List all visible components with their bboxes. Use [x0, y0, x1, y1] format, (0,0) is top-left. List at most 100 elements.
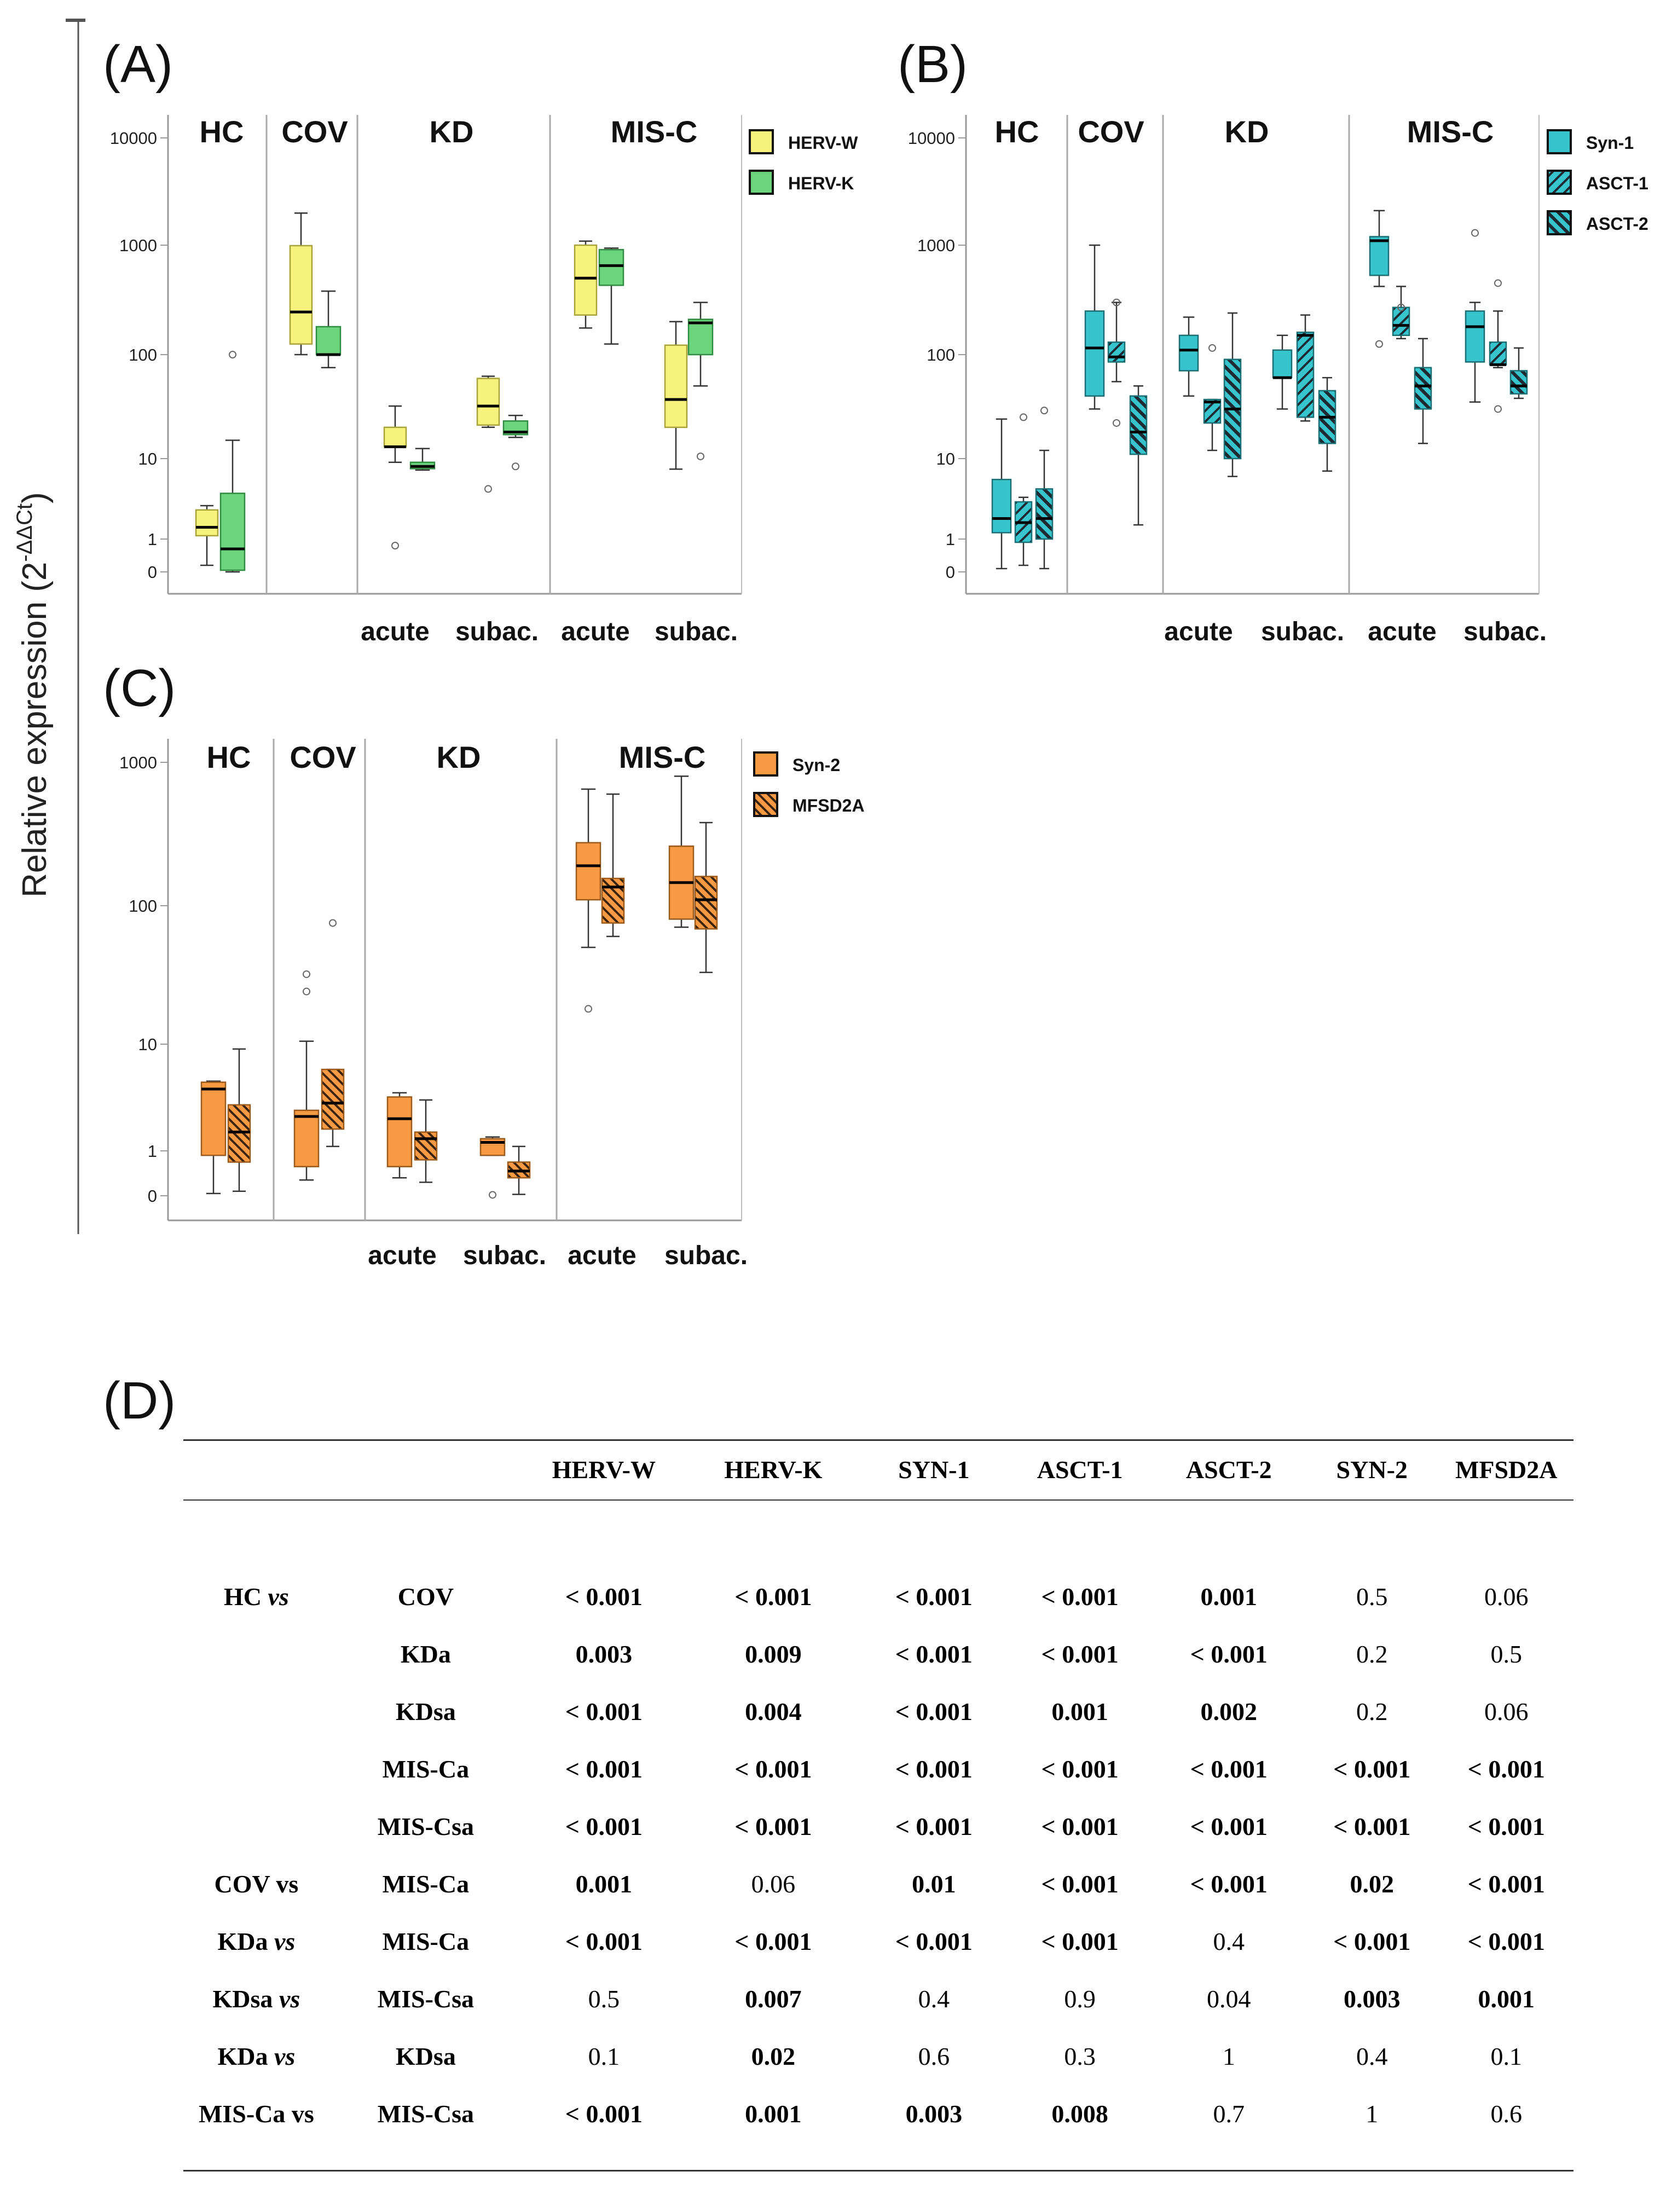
row-compare-label: KDsa	[395, 1698, 456, 1725]
box-asct-1	[1107, 298, 1126, 427]
row-group-cell: MIS-Ca vs	[183, 2085, 329, 2142]
box-rect	[293, 1109, 320, 1167]
outlier-point	[1375, 340, 1383, 348]
p-value-cell: 0.06	[1484, 1698, 1529, 1725]
group-label: HC	[207, 740, 251, 774]
y-tick-label: 0	[148, 563, 157, 582]
outlier-point	[1494, 279, 1502, 287]
y-tick-label: 100	[927, 345, 955, 364]
subgroup-label: subac.	[463, 1241, 546, 1270]
y-tick-label: 0	[946, 563, 955, 582]
p-value-cell: < 0.001	[1041, 1813, 1119, 1840]
row-group-cell	[183, 1740, 329, 1798]
stats-table: HERV-W HERV-K SYN-1 ASCT-1 ASCT-2 SYN-2 MFSD2A…	[183, 1439, 1573, 2142]
box-rect	[598, 248, 624, 286]
box-rect	[575, 842, 601, 901]
box-syn-2	[200, 1080, 227, 1195]
legend-swatch	[1547, 210, 1572, 235]
table-row: MIS-Csa < 0.001 < 0.001 < 0.001 < 0.001 < 0.0…	[183, 1798, 1573, 1855]
box-rect	[476, 378, 500, 426]
p-value-cell: 0.2	[1356, 1640, 1388, 1668]
box-mfsd2a	[227, 1048, 251, 1192]
outlier-point	[512, 462, 519, 471]
box-syn-2	[386, 1092, 413, 1179]
outlier-point	[585, 1005, 592, 1013]
y-tick-label: 1000	[917, 236, 955, 255]
box-mfsd2a	[321, 919, 345, 1148]
box-rect	[414, 1131, 438, 1161]
row-group-cell	[183, 1625, 329, 1683]
box-rect	[1084, 310, 1105, 397]
p-value-cell: 0.5	[1356, 1583, 1388, 1611]
box-asct-1	[1203, 344, 1222, 451]
box-asct-2	[1414, 338, 1432, 444]
subgroup-label: subac.	[1463, 617, 1547, 646]
p-value-cell: < 0.001	[1333, 1755, 1411, 1783]
row-group-cell: KDa vs	[183, 1913, 329, 1970]
p-value-cell: < 0.001	[565, 1698, 643, 1725]
subgroup-label: subac.	[664, 1241, 748, 1270]
row-group-vs: vs	[268, 2042, 296, 2070]
outlier-point	[1113, 419, 1120, 427]
box-syn-2	[479, 1136, 506, 1199]
box-rect	[1107, 341, 1126, 363]
p-value-cell: < 0.001	[895, 1698, 973, 1725]
y-tick-label: 10000	[908, 129, 955, 148]
box-asct-2	[1509, 347, 1528, 399]
box-rect	[574, 244, 598, 316]
row-group-label: MIS-Ca vs	[198, 2100, 314, 2128]
outlier-point	[303, 970, 310, 978]
box-rect	[195, 509, 219, 537]
p-value-cell: 0.004	[745, 1698, 802, 1725]
y-tick-label: 10000	[110, 129, 157, 148]
outlier-point	[697, 452, 704, 460]
panel-label: (D)	[103, 1371, 176, 1430]
group-label: MIS-C	[619, 740, 706, 774]
y-axis-label: Relative expression (2-ΔΔCt)	[13, 492, 54, 897]
p-value-cell: 0.001	[1478, 1985, 1535, 2013]
box-herv-k	[687, 302, 714, 460]
subgroup-label: acute	[561, 617, 629, 646]
box-herv-w	[383, 405, 407, 549]
p-value-cell: 0.02	[751, 2042, 796, 2070]
row-group-cell	[183, 1683, 329, 1740]
p-value-cell: < 0.001	[565, 1755, 643, 1783]
table-top-rule	[183, 1439, 1573, 1441]
header-blank-2	[329, 1439, 522, 1499]
column-header: HERV-W	[552, 1455, 656, 1484]
p-value-cell: 0.001	[575, 1870, 633, 1898]
box-rect	[227, 1104, 251, 1163]
p-value-cell: 0.06	[1484, 1583, 1529, 1611]
p-value-cell: 0.009	[745, 1640, 802, 1668]
p-value-cell: 0.4	[1356, 2042, 1388, 2070]
outlier-point	[329, 919, 337, 927]
p-value-cell: < 0.001	[734, 1927, 812, 1955]
row-compare-label: COV	[397, 1583, 454, 1611]
group-label: COV	[281, 114, 348, 149]
box-asct-2	[1035, 407, 1054, 570]
p-value-cell: < 0.001	[1041, 1870, 1119, 1898]
subgroup-label: subac.	[455, 617, 539, 646]
legend-swatch	[749, 170, 774, 195]
box-rect	[1296, 331, 1315, 418]
row-compare-label: MIS-Csa	[377, 2100, 475, 2128]
subgroup-label: acute	[568, 1241, 636, 1270]
panel-label: (C)	[103, 659, 176, 717]
y-tick-label: 100	[129, 896, 157, 916]
row-group-cell: COV vs	[183, 1855, 329, 1913]
row-group-cell: KDsa vs	[183, 1970, 329, 2028]
table-row: KDsa < 0.001 0.004 < 0.001 0.001 0.002 0.2 0.06	[183, 1683, 1573, 1740]
p-value-cell: < 0.001	[1190, 1813, 1268, 1840]
group-label: KD	[1225, 114, 1269, 149]
box-rect	[383, 426, 407, 448]
p-value-cell: 0.008	[1051, 2100, 1108, 2128]
box-rect	[1272, 349, 1293, 379]
outlier-point	[484, 485, 492, 493]
table-header-row: HERV-W HERV-K SYN-1 ASCT-1 ASCT-2 SYN-2 MFSD2A	[183, 1439, 1573, 1499]
p-value-cell: 0.001	[745, 2100, 802, 2128]
outlier-point	[489, 1191, 496, 1199]
p-value-cell: < 0.001	[1041, 1755, 1119, 1783]
subgroup-label: acute	[361, 617, 429, 646]
